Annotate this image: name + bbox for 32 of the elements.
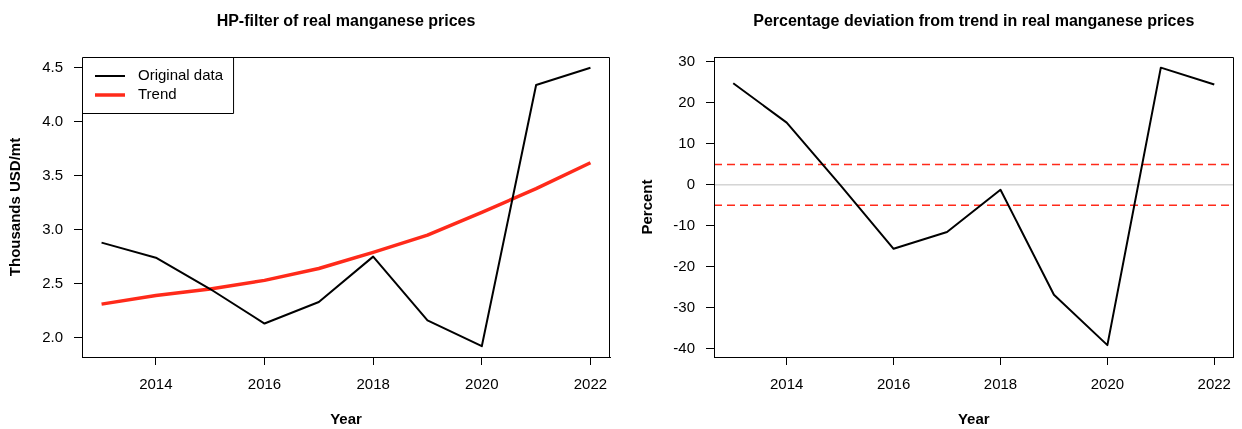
y-tick-label: -20	[673, 256, 695, 274]
x-tick-label: 2014	[770, 375, 804, 393]
x-tick-label: 2016	[247, 375, 282, 393]
y-tick-label: -30	[673, 297, 695, 315]
x-tick-label: 2016	[876, 375, 911, 393]
chart-title: HP-filter of real manganese prices	[216, 12, 476, 30]
x-tick-label: 2018	[983, 375, 1018, 393]
x-tick-label: 2020	[465, 375, 499, 393]
x-tick-label: 2022	[1197, 375, 1231, 393]
y-tick-label: 30	[678, 52, 695, 70]
y-tick-label: 2.5	[42, 273, 63, 291]
y-axis-title: Percent	[638, 179, 656, 235]
y-axis-title: Thousands USD/mt	[6, 137, 24, 277]
y-tick-label: 20	[678, 93, 695, 111]
x-axis-title: Year	[330, 410, 363, 428]
legend-label: Trend	[138, 85, 177, 103]
y-tick-label: 4.5	[42, 57, 63, 75]
y-tick-label: 2.0	[42, 327, 63, 345]
y-tick-label: 3.5	[42, 165, 63, 183]
chart-title: Percentage deviation from trend in real manganese prices	[753, 12, 1195, 30]
legend-label: Original data	[138, 66, 224, 84]
y-tick-label: -40	[673, 338, 695, 356]
y-tick-label: -10	[673, 215, 695, 233]
y-tick-label: 3.0	[42, 219, 63, 237]
x-axis-title: Year	[957, 410, 990, 428]
x-tick-label: 2018	[356, 375, 390, 393]
y-tick-label: 0	[686, 175, 695, 193]
y-tick-label: 10	[678, 134, 695, 152]
y-tick-label: 4.0	[42, 111, 63, 129]
x-tick-label: 2020	[1090, 375, 1125, 393]
x-tick-label: 2014	[139, 375, 173, 393]
x-tick-label: 2022	[573, 375, 608, 393]
